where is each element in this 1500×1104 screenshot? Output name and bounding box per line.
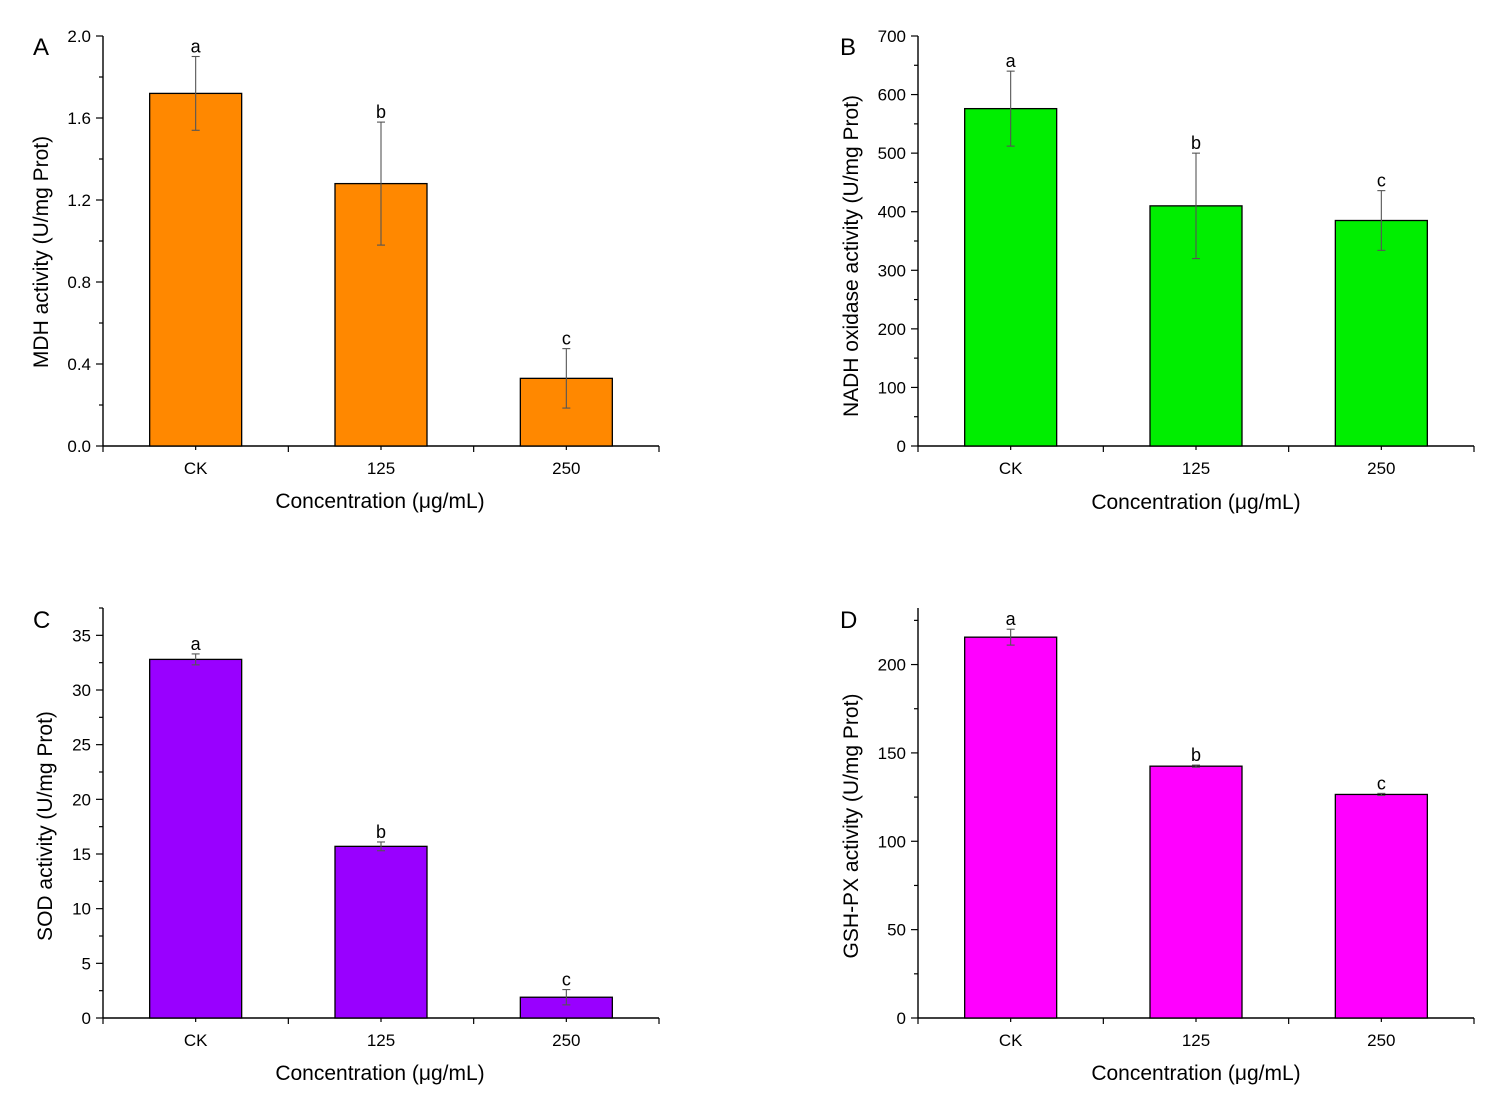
panel-label-a: A (33, 34, 49, 61)
panel-a: A MDH activity (U/mg Prot) Concentration… (30, 27, 660, 513)
significance-label: a (1006, 51, 1017, 71)
panel-b: B NADH oxidase activity (U/mg Prot) Conc… (840, 27, 1475, 514)
bar-125 (1149, 765, 1243, 1019)
y-axis-title-d: GSH-PX activity (U/mg Prot) (840, 694, 863, 959)
panel-label-b: B (840, 34, 856, 61)
x-tick-label: 125 (367, 459, 395, 478)
x-tick-label: 125 (1182, 459, 1210, 478)
significance-label: c (1377, 773, 1386, 793)
x-tick-label: CK (999, 1031, 1023, 1050)
x-tick-label: 250 (1367, 459, 1395, 478)
plot-area-d: 0 50 100 150 200 CK 125 250 a b c (878, 608, 1475, 1050)
y-tick-label: 0 (897, 437, 906, 456)
significance-label: b (376, 102, 386, 122)
y-tick-label: 0 (82, 1009, 91, 1028)
panel-label-d: D (840, 607, 857, 634)
y-tick-label: 200 (878, 656, 906, 675)
y-tick-label: 35 (72, 626, 91, 645)
y-axis-title-b: NADH oxidase activity (U/mg Prot) (840, 95, 863, 417)
plot-area-b: 0 100 200 300 400 500 600 700 CK 125 250 a b c (878, 27, 1475, 478)
y-tick-label: 1.6 (67, 109, 91, 128)
y-tick-label: 0 (897, 1009, 906, 1028)
y-tick-label: 500 (878, 144, 906, 163)
panel-label-c: C (33, 607, 50, 634)
x-tick-label: 250 (552, 459, 580, 478)
significance-label: b (376, 822, 386, 842)
bar-CK (964, 636, 1058, 1019)
bar-250 (1334, 793, 1428, 1019)
plot-area-a: 0.0 0.4 0.8 1.2 1.6 2.0 CK 125 250 a b c (67, 27, 660, 478)
significance-label: c (562, 329, 571, 349)
y-tick-label: 100 (878, 832, 906, 851)
y-tick-label: 150 (878, 744, 906, 763)
x-tick-label: CK (184, 1031, 208, 1050)
significance-label: c (1377, 171, 1386, 191)
y-tick-label: 20 (72, 790, 91, 809)
y-axis-title-a: MDH activity (U/mg Prot) (30, 136, 53, 368)
y-tick-label: 10 (72, 900, 91, 919)
significance-label: b (1191, 745, 1201, 765)
panel-d: D GSH-PX activity (U/mg Prot) Concentrat… (840, 607, 1475, 1085)
bar-CK (149, 658, 243, 1019)
x-tick-label: 250 (1367, 1031, 1395, 1050)
y-tick-label: 25 (72, 736, 91, 755)
y-tick-label: 400 (878, 203, 906, 222)
bar-CK (149, 92, 243, 447)
x-axis-title-c: Concentration (μg/mL) (275, 1062, 484, 1085)
y-tick-label: 700 (878, 27, 906, 46)
y-tick-label: 50 (887, 921, 906, 940)
y-tick-label: 300 (878, 261, 906, 280)
x-tick-label: 250 (552, 1031, 580, 1050)
y-tick-label: 0.0 (67, 437, 91, 456)
y-tick-label: 5 (82, 954, 91, 973)
significance-label: a (191, 37, 202, 57)
y-axis-title-c: SOD activity (U/mg Prot) (34, 711, 57, 941)
x-tick-label: 125 (367, 1031, 395, 1050)
significance-label: a (191, 634, 202, 654)
y-tick-label: 0.4 (67, 355, 91, 374)
x-tick-label: CK (999, 459, 1023, 478)
x-tick-label: CK (184, 459, 208, 478)
bar-CK (964, 107, 1058, 447)
y-tick-label: 1.2 (67, 191, 91, 210)
plot-area-c: 0 5 10 15 20 25 30 35 CK 125 250 a b c (72, 607, 660, 1050)
bar-250 (1334, 219, 1428, 447)
y-tick-label: 30 (72, 681, 91, 700)
x-axis-title-a: Concentration (μg/mL) (275, 490, 484, 513)
y-tick-label: 100 (878, 378, 906, 397)
y-tick-label: 600 (878, 86, 906, 105)
significance-label: a (1006, 609, 1017, 629)
y-tick-label: 15 (72, 845, 91, 864)
significance-label: c (562, 970, 571, 990)
bar-125 (334, 845, 428, 1019)
x-tick-label: 125 (1182, 1031, 1210, 1050)
x-axis-title-d: Concentration (μg/mL) (1091, 1062, 1300, 1085)
y-tick-label: 200 (878, 320, 906, 339)
x-axis-title-b: Concentration (μg/mL) (1091, 491, 1300, 514)
y-tick-label: 0.8 (67, 273, 91, 292)
y-tick-label: 2.0 (67, 27, 91, 46)
significance-label: b (1191, 133, 1201, 153)
panel-c: C SOD activity (U/mg Prot) Concentration… (33, 607, 660, 1085)
